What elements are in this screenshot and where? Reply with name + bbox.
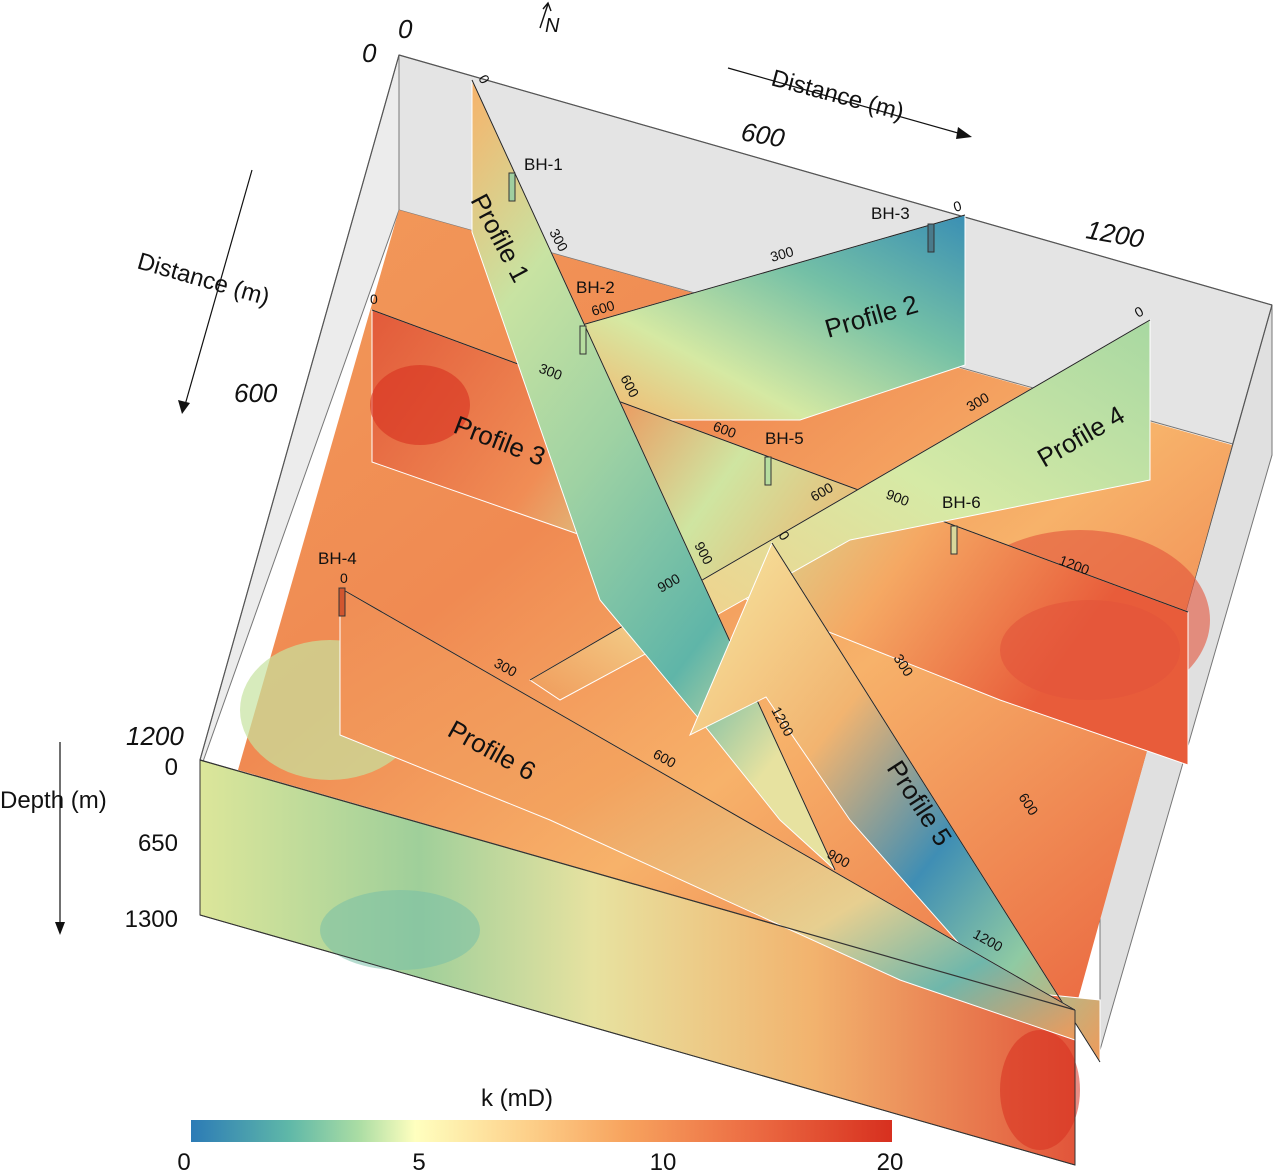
profile-3-high-zone — [370, 365, 470, 445]
profile-3-tick-600: 600 — [711, 418, 739, 441]
borehole-label-bh1: BH-1 — [524, 155, 563, 174]
colorbar-title: k (mD) — [481, 1085, 553, 1112]
depth-axis-tick-1300: 1300 — [125, 906, 178, 933]
left-axis-arrow — [184, 169, 253, 406]
depth-axis-tick-0: 0 — [165, 754, 178, 781]
profile-3-line — [371, 309, 1189, 613]
borehole-label-bh3: BH-3 — [871, 204, 910, 223]
colorbar-tick-5: 5 — [412, 1149, 425, 1173]
borehole-bh3 — [927, 223, 935, 253]
depth-axis-arrowhead — [55, 922, 65, 935]
colorbar — [191, 1120, 892, 1142]
profile-3-tick-300: 300 — [537, 360, 565, 383]
profile-2-tick-0: 0 — [951, 197, 963, 215]
profile-2-ticks: 0 300 600 — [589, 197, 963, 319]
left-axis-tick-0: 0 — [362, 38, 377, 68]
borehole-bh1 — [508, 172, 516, 202]
profile-2-line — [581, 214, 966, 326]
borehole-bh5 — [764, 456, 772, 486]
profile-3-high-zone-east — [1000, 600, 1180, 700]
depth-axis-tick-650: 650 — [138, 830, 178, 857]
left-axis-arrowhead — [178, 400, 190, 414]
top-axis-tick-1200: 1200 — [1084, 214, 1147, 254]
box-edge-top — [398, 54, 1273, 306]
top-axis-tick-0: 0 — [398, 14, 413, 44]
profile-1-line — [471, 79, 836, 871]
profile-3-tick-0: 0 — [370, 291, 378, 307]
north-arrow: N — [539, 1, 560, 37]
box-edge-front-top — [199, 759, 1076, 1011]
borehole-bh2 — [579, 325, 587, 355]
top-axis-arrow — [727, 67, 966, 136]
profile-6-tick-0: 0 — [340, 570, 348, 586]
profile-5-slice — [689, 541, 1101, 1064]
left-axis-label: Distance (m) — [134, 248, 272, 311]
north-label: N — [545, 15, 560, 37]
borehole-label-bh6: BH-6 — [942, 493, 981, 512]
depth-axis-label: Depth (m) — [0, 787, 107, 814]
colorbar-tick-10: 10 — [650, 1149, 677, 1173]
profile-6-line — [339, 587, 1076, 1011]
borehole-bh4 — [338, 587, 346, 617]
top-axis-label: Distance (m) — [768, 65, 906, 126]
borehole-label-bh4: BH-4 — [318, 549, 357, 568]
box-edge-front-bottom — [199, 914, 1076, 1166]
left-axis-tick-600: 600 — [234, 378, 278, 408]
top-axis-arrowhead — [956, 127, 972, 139]
borehole-label-bh5: BH-5 — [765, 429, 804, 448]
colorbar-tick-0: 0 — [177, 1149, 190, 1173]
box-edge-left — [199, 54, 400, 761]
front-low-zone — [320, 890, 480, 970]
profile-3-tick-900: 900 — [884, 486, 912, 509]
profile-5-line — [771, 542, 1101, 1063]
top-axis-tick-600: 600 — [739, 116, 787, 153]
colorbar-tick-20: 20 — [877, 1149, 904, 1173]
borehole-bh6 — [950, 525, 958, 555]
left-axis-tick-1200: 1200 — [126, 721, 184, 751]
borehole-label-bh2: BH-2 — [576, 278, 615, 297]
profile-2-tick-600: 600 — [589, 297, 616, 319]
front-high-zone — [1000, 1030, 1080, 1150]
profile-2-tick-300: 300 — [768, 243, 795, 265]
